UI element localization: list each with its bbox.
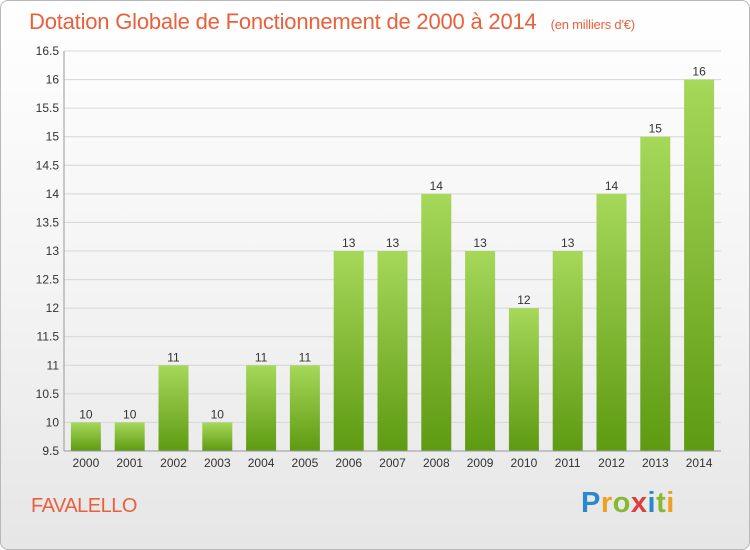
y-tick-label: 9.5 [42,444,59,458]
y-tick-label: 10.5 [36,387,60,401]
bar-value-label: 13 [473,236,487,250]
x-tick-label: 2003 [204,456,231,470]
bar [289,365,320,451]
y-tick-label: 11 [47,358,60,372]
bar-value-label: 13 [342,236,356,250]
y-tick-label: 16 [46,73,60,87]
bar-value-label: 13 [386,236,400,250]
bar [202,422,233,451]
bar [333,251,364,451]
x-tick-label: 2013 [642,456,669,470]
proxiti-logo: Proxiti [581,487,675,520]
logo-letter: r [600,487,613,519]
bar-value-label: 11 [167,350,180,364]
x-tick-label: 2001 [116,456,143,470]
bar [684,79,715,452]
bar [552,251,583,451]
commune-name: FAVALELLO [31,495,137,517]
logo-letter: P [581,487,601,519]
y-tick-label: 15.5 [36,101,60,115]
x-tick-label: 2006 [335,456,362,470]
x-tick-label: 2012 [598,456,625,470]
bar-value-label: 14 [605,179,619,193]
bar-value-label: 11 [299,350,312,364]
x-tick-label: 2005 [292,456,319,470]
logo-letter: x [630,487,648,519]
x-tick-label: 2014 [686,456,713,470]
x-tick-label: 2002 [160,456,187,470]
bar [508,308,539,451]
x-tick-label: 2004 [248,456,275,470]
y-tick-label: 13 [46,244,60,258]
x-tick-label: 2010 [511,456,538,470]
bar-value-label: 15 [649,122,663,136]
bar-value-label: 16 [692,65,706,79]
bar [70,422,101,451]
y-tick-label: 10 [46,415,60,429]
bar-value-label: 12 [517,293,531,307]
x-tick-label: 2009 [467,456,494,470]
logo-letter: t [656,487,667,519]
x-tick-label: 2007 [379,456,406,470]
bar [596,193,627,451]
chart-title: Dotation Globale de Fonctionnement de 20… [29,9,635,35]
bar-value-label: 11 [255,350,268,364]
bar-value-label: 13 [561,236,575,250]
bar [465,251,496,451]
bar [421,193,452,451]
bar [114,422,145,451]
bar [377,251,408,451]
y-tick-label: 16.5 [36,44,60,58]
logo-letter: o [612,487,631,519]
y-tick-label: 12.5 [36,273,60,287]
bar [158,365,189,451]
bar-value-label: 10 [79,407,93,421]
y-tick-label: 15 [46,130,60,144]
logo-letter: i [666,487,675,519]
x-tick-label: 2011 [555,456,581,470]
y-tick-label: 14.5 [36,158,60,172]
bar-value-label: 14 [430,179,444,193]
y-tick-label: 12 [46,301,60,315]
bar-value-label: 10 [211,407,225,421]
logo-letter: i [647,487,657,519]
chart-title-text: Dotation Globale de Fonctionnement de 20… [29,9,537,34]
bar [246,365,277,451]
y-tick-label: 14 [46,187,60,201]
chart-subtitle: (en milliers d'€) [550,17,636,32]
y-tick-label: 11.5 [37,330,60,344]
x-tick-label: 2000 [73,456,100,470]
x-tick-label: 2008 [423,456,450,470]
bar-value-label: 10 [123,407,137,421]
bar [640,136,671,451]
y-tick-label: 13.5 [36,215,60,229]
